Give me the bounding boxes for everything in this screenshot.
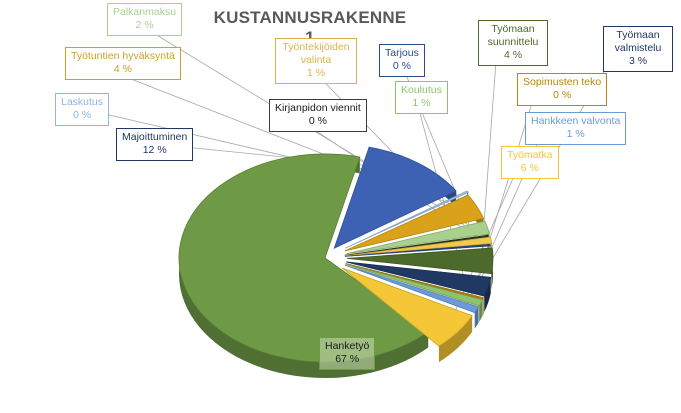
pie-slice-side	[474, 306, 479, 329]
data-label-name: Koulutus	[401, 84, 442, 96]
data-label-name: Työmaan valmistelu	[614, 29, 662, 54]
data-label-value: 12 %	[142, 144, 167, 156]
chart-title: KUSTANNUSRAKENNE 1	[213, 8, 407, 47]
data-label: Hankkeen valvonta 1 %	[525, 112, 627, 145]
data-label-value: 4 %	[503, 49, 523, 61]
data-label-value: 6 %	[520, 162, 539, 174]
data-label: Työmaan suunnittelu 4 %	[478, 20, 548, 66]
data-label: Sopimusten teko 0 %	[517, 73, 608, 106]
data-label: Työmatka 6 %	[501, 146, 559, 179]
data-label: Palkanmaksu 2 %	[107, 3, 183, 36]
data-label-name: Hankkeen valvonta	[531, 115, 621, 127]
data-label: Työntekijöiden valinta 1 %	[275, 38, 357, 84]
data-label-name: Työtuntien hyväksyntä	[71, 50, 175, 62]
data-label-value: 0 %	[392, 60, 411, 72]
pie-slice	[346, 220, 491, 255]
data-label-name: Sopimusten teko	[523, 76, 602, 88]
data-label-name: Laskutus	[61, 96, 104, 108]
data-label-value: 0 %	[308, 115, 327, 127]
pie-slice-side	[479, 299, 483, 322]
pie-slice	[342, 267, 473, 347]
pie-slice	[346, 236, 493, 256]
data-label-name: Tarjous	[385, 47, 419, 59]
pie-slice	[344, 264, 480, 314]
pie-slice-side	[178, 153, 429, 378]
data-label-value: 4 %	[113, 63, 132, 75]
pie-slice	[344, 234, 489, 256]
data-label-name: Palkanmaksu	[113, 6, 177, 18]
data-label: Työtuntien hyväksyntä 4 %	[65, 47, 181, 80]
pie-slice	[333, 146, 457, 249]
data-label: Koulutus 1 %	[395, 81, 448, 114]
data-label-value: 2 %	[135, 19, 154, 31]
pie-slice	[344, 194, 485, 252]
pie-slice-side	[438, 315, 473, 363]
pie-slices	[178, 146, 494, 378]
data-label: Kirjanpidon viennit 0 %	[269, 99, 367, 132]
pie-slice	[344, 243, 491, 257]
pie-slice	[346, 247, 494, 275]
data-label-name: Työntekijöiden valinta	[282, 41, 350, 66]
data-label: Tarjous 0 %	[379, 44, 425, 77]
data-label-name: Työmatka	[507, 149, 553, 161]
pie-slice	[344, 190, 469, 249]
data-label: Majoittuminen 12 %	[116, 128, 194, 161]
pie-slice	[346, 261, 492, 297]
data-label-value: 67 %	[335, 353, 360, 365]
data-label: Laskutus 0 %	[55, 93, 110, 126]
data-label-name: Majoittuminen	[122, 131, 188, 143]
data-label-value: 1 %	[412, 97, 431, 109]
data-label-name: Kirjanpidon viennit	[275, 102, 361, 114]
pie-slice	[345, 263, 484, 307]
pie-slice-side	[482, 297, 484, 316]
data-label: Hanketyö 67 %	[319, 337, 376, 370]
pie-slice	[345, 263, 485, 300]
data-label-value: 0 %	[553, 89, 572, 101]
data-label: Työmaan valmistelu 3 %	[603, 26, 673, 72]
pie-slice-side	[484, 277, 491, 313]
data-label-value: 0 %	[72, 109, 92, 121]
data-label-value: 3 %	[628, 55, 648, 67]
data-label-value: 1 %	[566, 128, 585, 140]
data-label-name: Hanketyö	[325, 340, 370, 352]
data-label-name: Työmaan suunnittelu	[487, 23, 539, 48]
data-label-value: 1 %	[306, 67, 326, 79]
